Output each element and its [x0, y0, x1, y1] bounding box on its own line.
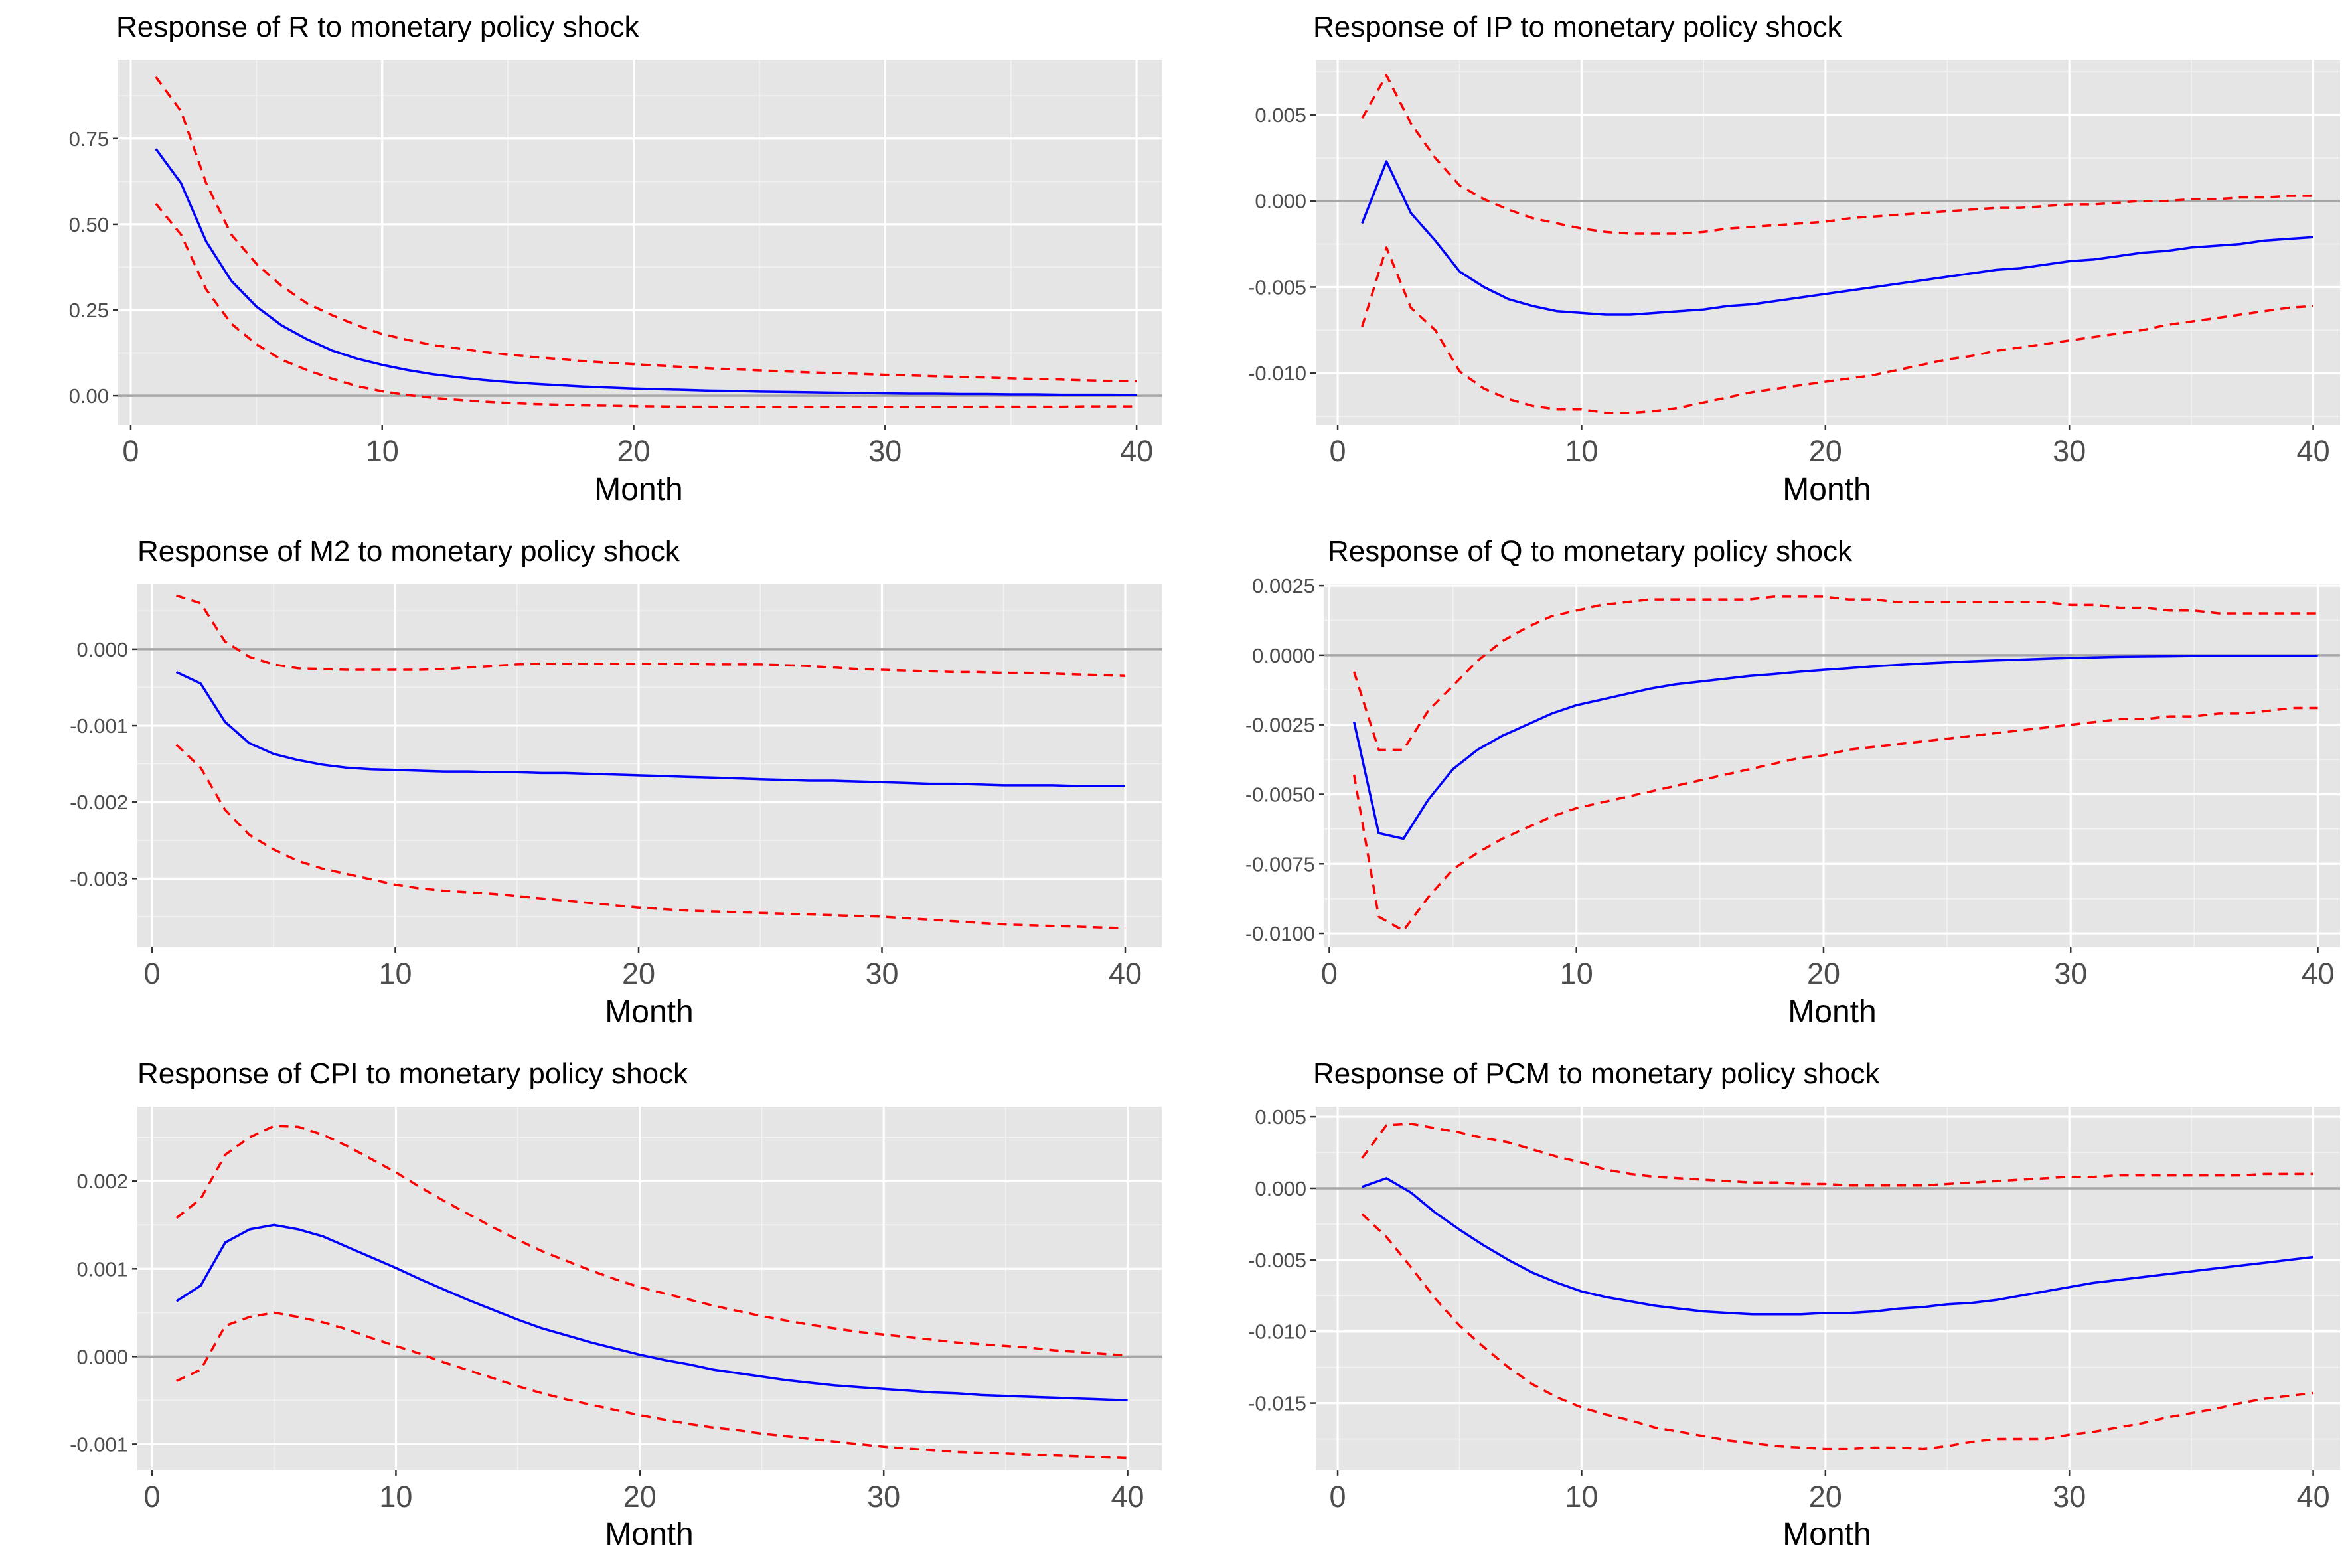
x-tick-label: 30: [2053, 1480, 2086, 1514]
lower-band-line: [1361, 246, 2313, 414]
x-tick-label: 30: [867, 1480, 900, 1514]
y-tick-label: 0.000: [1255, 190, 1306, 213]
x-tick-label: 40: [2301, 957, 2334, 990]
x-tick-label: 40: [1109, 957, 1142, 990]
lower-band-line: [155, 202, 1137, 408]
response-line: [1352, 655, 2318, 840]
x-tick-label: 0: [143, 957, 160, 990]
x-tick-label: 0: [1330, 1480, 1346, 1514]
y-tick-label: 0.50: [69, 213, 109, 236]
lower-band-line: [1352, 706, 2318, 932]
x-tick-label: 20: [617, 434, 650, 468]
panel-title: Response of PCM to monetary policy shock: [1313, 1058, 1880, 1090]
x-tick-label: 0: [144, 1480, 161, 1514]
y-tick-label: -0.0100: [1245, 922, 1315, 945]
panel-title: Response of R to monetary policy shock: [116, 11, 639, 43]
y-tick-label: -0.001: [70, 1433, 128, 1456]
y-tick-label: -0.0075: [1245, 852, 1315, 876]
x-axis-title: Month: [605, 994, 693, 1030]
chart-panel-pcm: -0.015 -0.010 -0.005 0.000 0.005 0 10 20 30 40 Res…: [1248, 1058, 2340, 1552]
x-tick-label: 10: [1560, 957, 1593, 990]
upper-band-line: [1353, 595, 2318, 751]
x-axis-title: Month: [1788, 994, 1876, 1030]
lower-band-line: [1361, 1213, 2313, 1450]
y-tick-label: 0.000: [76, 1345, 128, 1368]
chart-panel-q: -0.0100 -0.0075 -0.0050 -0.0025 0.0000 0.0025…: [1245, 535, 2340, 1030]
y-tick-label: 0.25: [69, 299, 109, 322]
y-tick-label: -0.015: [1248, 1392, 1306, 1415]
x-tick-label: 0: [1321, 957, 1338, 990]
panel-background: [118, 60, 1162, 425]
panel-background: [1316, 60, 2340, 425]
lower-band-line: [175, 744, 1126, 929]
upper-band-line: [1361, 1123, 2313, 1187]
chart-panel-r: 0.00 0.25 0.50 0.75 0 10 20 30 40 Response of R t…: [69, 11, 1162, 507]
response-line: [1361, 160, 2313, 316]
y-tick-label: -0.010: [1248, 1320, 1306, 1344]
x-tick-label: 30: [868, 434, 902, 468]
x-tick-label: 30: [865, 957, 898, 990]
y-tick-label: -0.005: [1248, 1249, 1306, 1272]
panel-title: Response of M2 to monetary policy shock: [137, 535, 680, 568]
x-tick-label: 10: [379, 1480, 412, 1514]
y-tick-label: -0.005: [1248, 275, 1306, 299]
y-tick-label: 0.000: [1255, 1177, 1306, 1200]
y-tick-label: 0.75: [69, 127, 109, 151]
x-axis-title: Month: [1782, 472, 1871, 507]
x-tick-label: 10: [1565, 434, 1598, 468]
panel-background: [1324, 584, 2340, 947]
response-line: [155, 148, 1137, 396]
y-tick-label: 0.005: [1255, 104, 1306, 127]
x-tick-label: 40: [1120, 434, 1153, 468]
x-tick-label: 20: [1809, 434, 1842, 468]
x-tick-label: 40: [2297, 1480, 2330, 1514]
panel-title: Response of Q to monetary policy shock: [1328, 535, 1853, 568]
x-axis-title: Month: [1782, 1517, 1871, 1552]
x-tick-label: 0: [1330, 434, 1346, 468]
y-tick-label: 0.001: [76, 1257, 128, 1281]
upper-band-line: [155, 76, 1137, 383]
chart-panel-m2: -0.003 -0.002 -0.001 0.000 0 10 20 30 40 Response…: [70, 535, 1162, 1030]
x-tick-label: 10: [1565, 1480, 1598, 1514]
x-tick-label: 40: [2297, 434, 2330, 468]
panel-background: [137, 584, 1162, 947]
x-axis-title: Month: [605, 1517, 693, 1552]
response-line: [175, 1223, 1128, 1402]
y-tick-label: 0.00: [69, 384, 109, 408]
response-line: [1362, 1177, 2313, 1316]
x-tick-label: 20: [1807, 957, 1840, 990]
upper-band-line: [176, 594, 1126, 677]
response-line: [175, 670, 1125, 787]
chart-panel-cpi: -0.001 0.000 0.001 0.002 0 10 20 30 40 Response o…: [70, 1058, 1162, 1552]
panel-background: [1316, 1107, 2340, 1470]
y-tick-label: -0.0025: [1245, 714, 1315, 737]
y-tick-label: -0.001: [70, 714, 128, 738]
panel-title: Response of CPI to monetary policy shock: [137, 1058, 688, 1090]
y-tick-label: 0.002: [76, 1170, 128, 1193]
x-tick-label: 0: [122, 434, 139, 468]
y-tick-label: 0.0000: [1252, 644, 1315, 667]
x-tick-label: 20: [622, 957, 655, 990]
x-tick-label: 20: [623, 1480, 657, 1514]
chart-panel-ip: -0.010 -0.005 0.000 0.005 0 10 20 30 40 Response …: [1248, 11, 2340, 507]
x-tick-label: 30: [2053, 434, 2086, 468]
x-tick-label: 40: [1111, 1480, 1144, 1514]
x-tick-label: 10: [378, 957, 412, 990]
y-tick-label: 0.0025: [1252, 574, 1315, 597]
y-tick-label: 0.000: [76, 638, 128, 661]
x-axis-title: Month: [594, 472, 682, 507]
x-tick-label: 20: [1809, 1480, 1842, 1514]
y-tick-label: 0.005: [1255, 1105, 1306, 1129]
y-tick-label: -0.0050: [1245, 783, 1315, 806]
x-tick-label: 10: [366, 434, 399, 468]
y-tick-label: -0.002: [70, 791, 128, 814]
y-tick-label: -0.010: [1248, 362, 1306, 385]
x-tick-label: 30: [2054, 957, 2087, 990]
panel-title: Response of IP to monetary policy shock: [1313, 11, 1842, 43]
y-tick-label: -0.003: [70, 867, 128, 890]
